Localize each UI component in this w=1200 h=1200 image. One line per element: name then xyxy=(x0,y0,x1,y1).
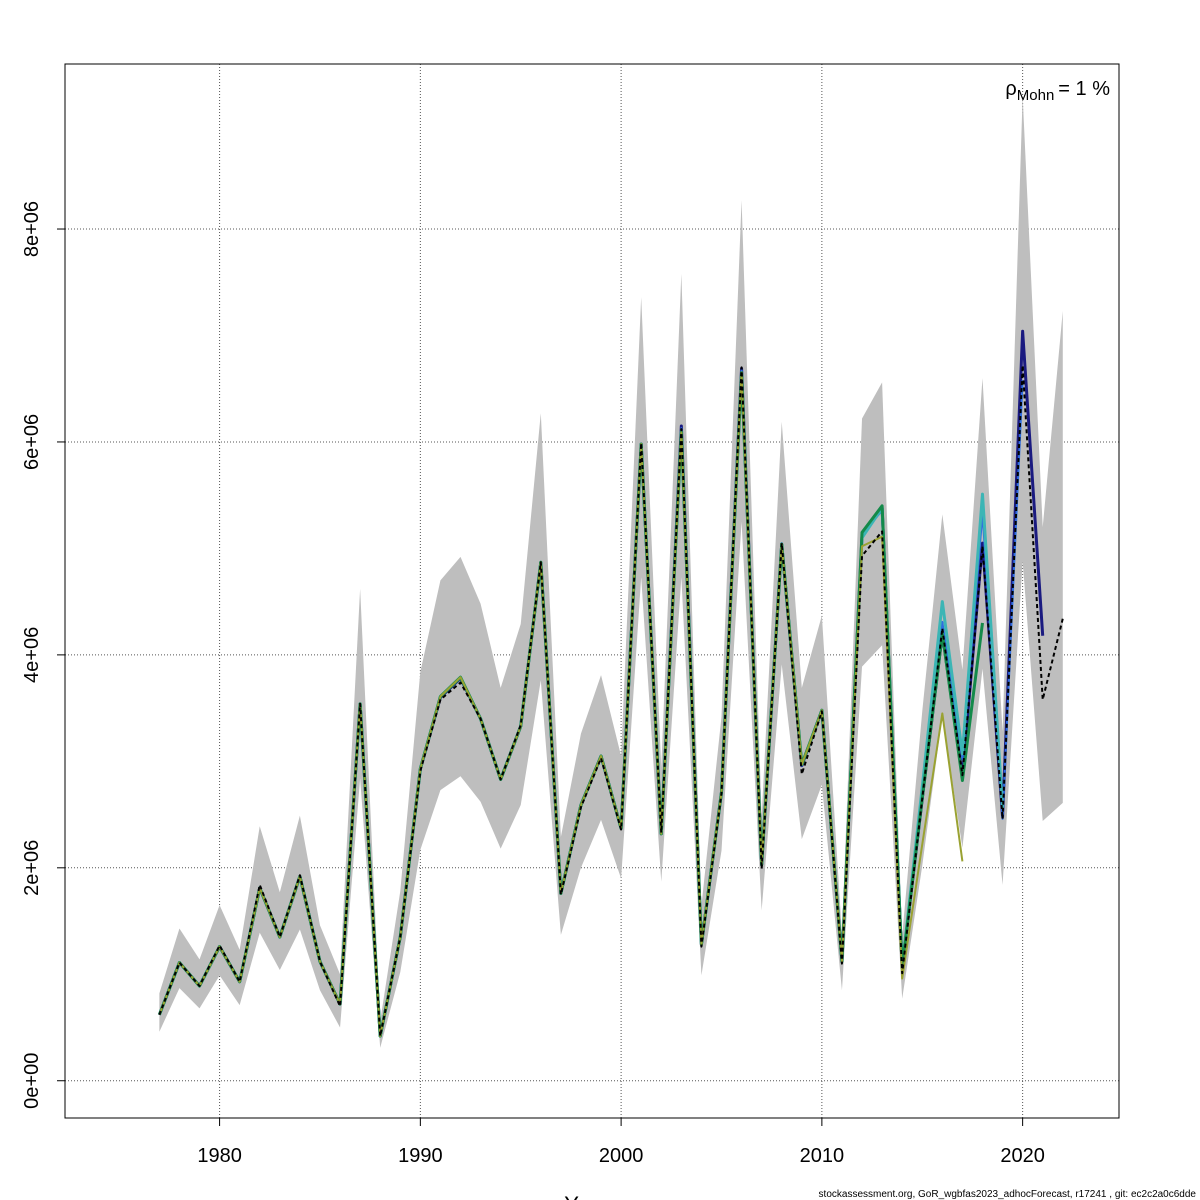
y-tick-label: 6e+06 xyxy=(21,414,43,470)
y-tick-label: 8e+06 xyxy=(21,201,43,257)
x-tick-label: 1990 xyxy=(398,1145,443,1167)
confidence-band-layer xyxy=(159,95,1063,1048)
y-tick-label: 4e+06 xyxy=(21,627,43,683)
x-axis: 1980 1990 2000 2010 2020 xyxy=(197,1118,1045,1167)
y-tick-label: 2e+06 xyxy=(21,840,43,896)
y-axis: 0e+00 2e+06 4e+06 6e+06 8e+06 xyxy=(21,201,65,1109)
rho-symbol: ρ xyxy=(1005,78,1016,100)
rho-subscript: Mohn xyxy=(1017,87,1055,104)
confidence-band xyxy=(159,95,1063,1048)
y-tick-label: 0e+00 xyxy=(21,1053,43,1109)
x-tick-label: 2010 xyxy=(800,1145,845,1167)
x-tick-label: 2000 xyxy=(599,1145,644,1167)
series-line xyxy=(158,364,1064,1038)
rho-value: = 1 % xyxy=(1058,78,1110,100)
x-tick-label: 2020 xyxy=(1000,1145,1045,1167)
x-axis-title: Years xyxy=(564,1192,619,1200)
mohn-rho-annotation: ρMohn = 1 % xyxy=(1005,78,1110,104)
plot-frame xyxy=(64,63,1120,1119)
footer-credit: stockassessment.org, GoR_wgbfas2023_adho… xyxy=(819,1189,1197,1200)
series-layer xyxy=(157,329,1064,1038)
x-tick-label: 1980 xyxy=(197,1145,242,1167)
